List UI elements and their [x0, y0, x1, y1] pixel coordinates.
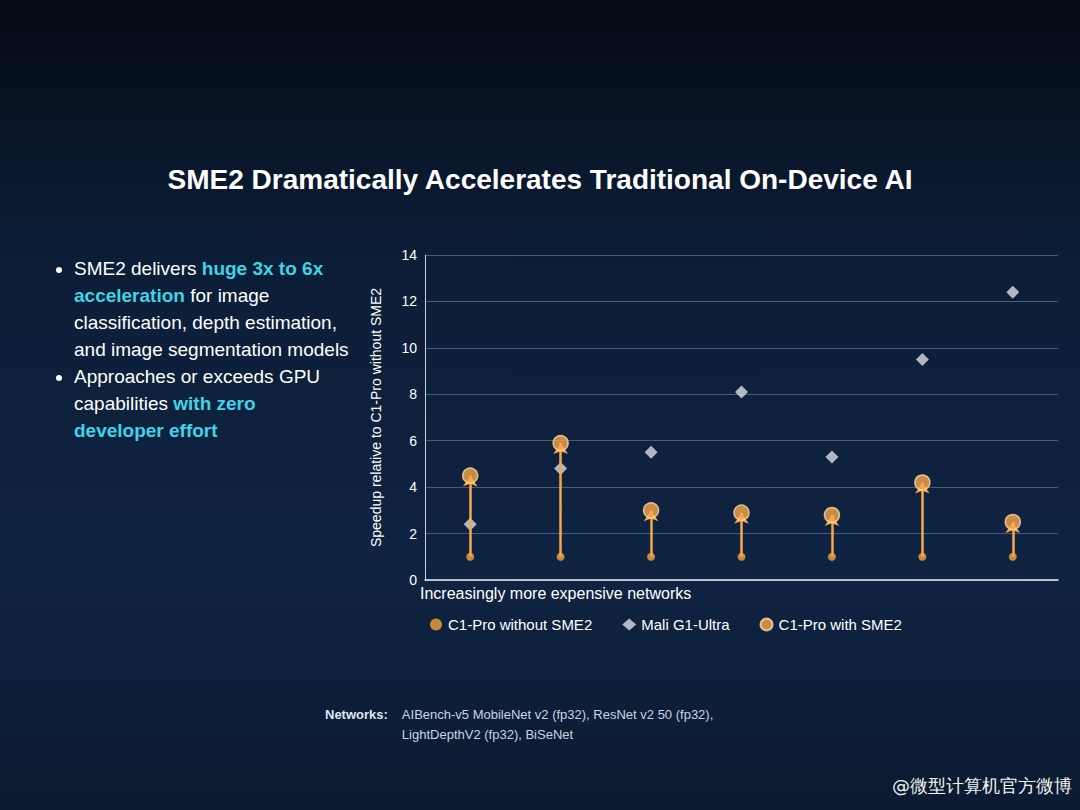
svg-text:14: 14 [401, 247, 417, 263]
html-text:@微型计算机官方微博: @微型计算机官方微博 [892, 775, 1072, 796]
svg-text:Speedup relative to C1-Pro wit: Speedup relative to C1-Pro without SME2 [368, 288, 384, 547]
svg-text:Increasingly more expensive ne: Increasingly more expensive networks [420, 585, 691, 602]
html-text:AIBench-v5 MobileNet v2 (fp32): AIBench-v5 MobileNet v2 (fp32), ResNet v… [401, 707, 714, 722]
svg-text:12: 12 [401, 293, 417, 309]
html-text:Networks:: Networks: [325, 707, 388, 722]
svg-text:Mali G1-Ultra: Mali G1-Ultra [641, 616, 730, 633]
svg-text:4: 4 [409, 479, 417, 495]
html-text:Approaches or exceeds GPU capa: Approaches or exceeds GPU capabilities w… [74, 366, 321, 441]
svg-text:SME2 Dramatically Accelerates: SME2 Dramatically Accelerates Traditiona… [168, 164, 913, 195]
html-text:SME2 delivers huge 3x to 6x ac: SME2 delivers huge 3x to 6x acceleration… [74, 258, 349, 360]
svg-text:C1-Pro without SME2: C1-Pro without SME2 [448, 616, 592, 633]
svg-text:10: 10 [401, 340, 417, 356]
svg-text:2: 2 [409, 526, 417, 542]
svg-text:8: 8 [409, 386, 417, 402]
svg-text:0: 0 [409, 572, 417, 588]
svg-text:C1-Pro with SME2: C1-Pro with SME2 [779, 616, 902, 633]
svg-text:6: 6 [409, 433, 417, 449]
html-text:LightDepthV2 (fp32), BiSeNet: LightDepthV2 (fp32), BiSeNet [401, 727, 574, 742]
